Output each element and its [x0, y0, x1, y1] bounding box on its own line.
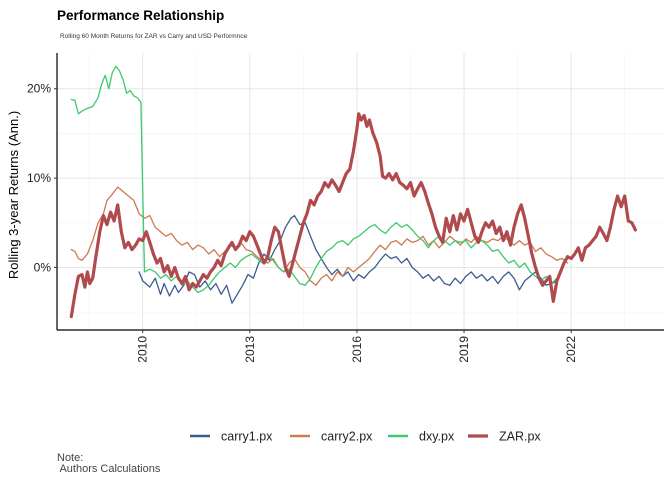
grid-lines	[57, 53, 664, 330]
legend-label-ZAR-px: ZAR.px	[499, 430, 541, 444]
series-line-carry2-px	[70, 186, 569, 286]
series-line-ZAR-px	[69, 112, 637, 319]
y-tick-label: 0%	[34, 260, 52, 274]
y-axis-title: Rolling 3-year Returns (Ann.)	[6, 111, 21, 279]
x-tick-label: 2016	[350, 336, 364, 363]
y-tick-label: 10%	[27, 171, 51, 185]
x-tick-label: 2019	[457, 336, 471, 363]
chart-subtitle: Rolling 60 Month Returns for ZAR vs Carr…	[60, 33, 248, 40]
chart-title: Performance Relationship	[57, 8, 224, 23]
x-tick-label: 2022	[564, 336, 578, 363]
x-tick-labels: 2010 2013 2016 2019 2022	[136, 330, 578, 363]
y-tick-label: 20%	[27, 82, 51, 96]
legend-label-dxy-px: dxy.px	[419, 430, 455, 444]
series-line-carry1-px	[138, 214, 558, 304]
caption-source: Authors Calculations	[57, 463, 161, 475]
y-tick-labels: 0% 10% 20%	[27, 82, 57, 274]
x-tick-label: 2010	[136, 336, 150, 363]
legend-label-carry1-px: carry1.px	[221, 430, 273, 444]
x-tick-label: 2013	[243, 336, 257, 363]
legend: carry1.px carry2.px dxy.px ZAR.px	[190, 430, 541, 444]
legend-label-carry2-px: carry2.px	[321, 430, 373, 444]
series-line-dxy-px	[70, 65, 558, 294]
series-layer	[69, 65, 637, 319]
caption-note: Note:	[57, 452, 83, 464]
